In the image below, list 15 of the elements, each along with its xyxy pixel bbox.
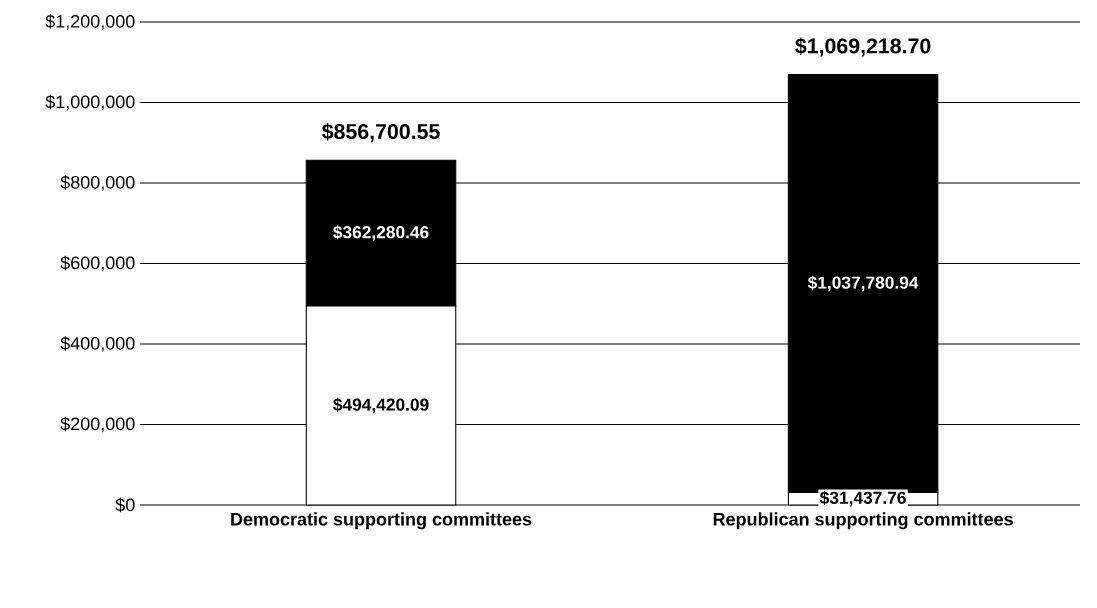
data-label: $362,280.46 [333,225,429,241]
y-tick-label: $1,000,000 [45,94,135,111]
total-label: $1,069,218.70 [795,37,931,57]
data-label: $494,420.09 [333,397,429,414]
data-label: $31,437.76 [819,490,906,507]
y-tick-label: $600,000 [60,255,135,272]
y-tick-label: $200,000 [60,416,135,433]
y-tick-label: $400,000 [60,336,135,352]
total-label: $856,700.55 [321,123,440,143]
data-label: $1,037,780.94 [807,275,919,292]
x-tick-label: Democratic supporting committees [231,512,532,530]
x-tick-label: Republican supporting committees [713,512,1013,530]
y-tick-label: $1,200,000 [45,14,135,30]
y-tick-label: $800,000 [60,175,135,191]
y-tick-label: $0 [115,497,135,513]
